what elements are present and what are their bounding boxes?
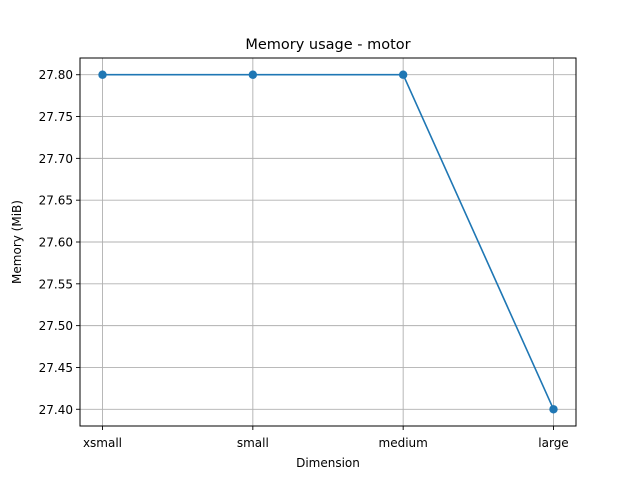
data-point [248, 70, 258, 79]
series-line [102, 73, 555, 410]
chart-title: Memory usage - motor [245, 37, 410, 53]
x-tick-label: small [237, 436, 269, 450]
data-point [98, 70, 107, 79]
data-point [398, 70, 408, 79]
y-tick-label: 27.75 [39, 110, 73, 124]
data-series [98, 70, 558, 414]
axes: xsmall small medium large 27.40 27.45 27.50 27.… [39, 68, 569, 450]
x-tick-label: large [538, 436, 568, 450]
y-tick-label: 27.55 [39, 277, 73, 291]
y-tick-label: 27.80 [39, 68, 73, 82]
y-tick-label: 27.45 [39, 361, 73, 375]
x-tick-label: medium [379, 436, 428, 450]
x-axis-title: Dimension [296, 456, 360, 470]
y-axis-title: Memory (MiB) [10, 200, 24, 284]
plot-frame [79, 57, 577, 427]
y-tick-label: 27.60 [39, 236, 73, 250]
data-point [549, 405, 558, 414]
y-tick-label: 27.70 [39, 152, 73, 166]
y-tick-label: 27.50 [39, 319, 73, 333]
y-tick-label: 27.40 [39, 403, 73, 417]
x-tick-label: xsmall [83, 436, 122, 450]
y-tick-label: 27.65 [39, 194, 73, 208]
